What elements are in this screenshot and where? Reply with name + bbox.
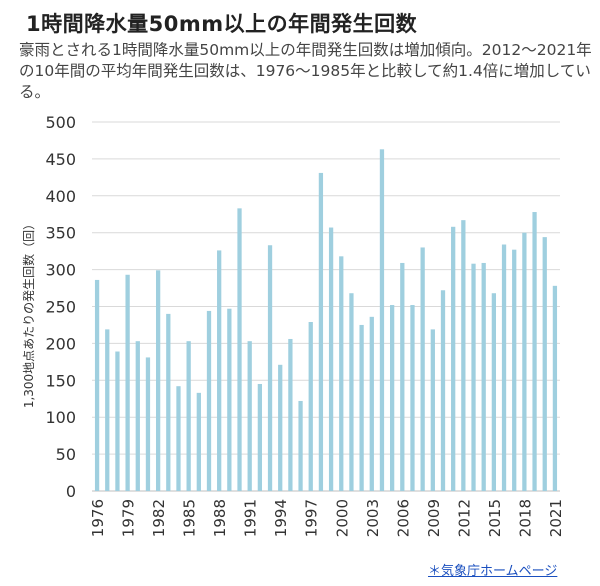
bar-1996 bbox=[298, 400, 303, 491]
bar-2003 bbox=[369, 316, 374, 491]
bar-2001 bbox=[349, 293, 354, 491]
y-tick-label: 0 bbox=[66, 482, 76, 501]
x-tick-label: 2003 bbox=[364, 499, 382, 537]
gridlines bbox=[92, 121, 560, 492]
bar-2009 bbox=[430, 329, 435, 491]
bar-1983 bbox=[166, 313, 171, 491]
y-tick-label: 200 bbox=[45, 334, 76, 353]
bar-2004 bbox=[379, 149, 385, 491]
bar-1998 bbox=[318, 172, 324, 491]
x-tick-label: 1997 bbox=[303, 499, 321, 537]
bar-2006 bbox=[400, 262, 405, 491]
y-tick-label: 100 bbox=[45, 408, 76, 427]
bar-2005 bbox=[389, 305, 395, 491]
bar-1991 bbox=[247, 341, 252, 491]
x-tick-label: 2012 bbox=[455, 499, 473, 537]
bar-2021 bbox=[552, 285, 558, 491]
bar-2017 bbox=[512, 249, 517, 491]
bar-1984 bbox=[176, 386, 181, 491]
bar-2002 bbox=[359, 324, 364, 491]
chart-description: 豪雨とされる1時間降水量50mm以上の年間発生回数は増加傾向。2012～2021… bbox=[19, 41, 592, 101]
bar-1989 bbox=[227, 308, 232, 491]
y-tick-label: 450 bbox=[45, 150, 76, 169]
bar-2019 bbox=[532, 212, 537, 491]
y-tick-label: 300 bbox=[45, 261, 76, 280]
bar-1976 bbox=[94, 279, 100, 491]
bar-2008 bbox=[420, 247, 425, 491]
bar-1977 bbox=[105, 329, 110, 491]
y-tick-label: 250 bbox=[45, 298, 76, 317]
x-tick-label: 2009 bbox=[425, 499, 443, 537]
x-tick-label: 2015 bbox=[486, 499, 504, 537]
x-tick-label: 2021 bbox=[547, 499, 565, 537]
bar-1981 bbox=[145, 357, 151, 491]
x-tick-label: 2018 bbox=[516, 499, 534, 537]
bar-1986 bbox=[196, 392, 201, 491]
bar-2011 bbox=[451, 226, 456, 491]
bar-1978 bbox=[115, 351, 120, 491]
bar-1982 bbox=[155, 270, 161, 491]
bar-1994 bbox=[278, 364, 283, 491]
source-link[interactable]: ＊気象庁ホームページ bbox=[428, 564, 558, 579]
bar-2015 bbox=[491, 293, 497, 491]
x-tick-label: 1985 bbox=[181, 499, 199, 537]
y-tick-label: 150 bbox=[45, 371, 76, 390]
x-tick-label: 1991 bbox=[242, 499, 260, 537]
bar-2012 bbox=[461, 220, 466, 492]
x-tick-label: 1988 bbox=[211, 499, 229, 537]
bar-2007 bbox=[410, 305, 415, 491]
bar-1995 bbox=[288, 338, 293, 491]
bar-2013 bbox=[471, 263, 476, 491]
bar-1988 bbox=[217, 250, 222, 491]
bar-1985 bbox=[186, 341, 191, 491]
bar-2000 bbox=[339, 256, 344, 491]
x-axis-ticks: 1976 1979 1982 1985 1988 1991 1994 1997 2000 2003… bbox=[89, 499, 565, 537]
bars bbox=[94, 149, 558, 492]
bar-1992 bbox=[257, 383, 263, 491]
bar-2018 bbox=[522, 232, 527, 491]
bar-2010 bbox=[440, 290, 446, 491]
chart-title: 1時間降水量50mm以上の年間発生回数 bbox=[26, 12, 418, 36]
bar-1997 bbox=[308, 321, 313, 491]
x-tick-label: 2000 bbox=[333, 499, 351, 537]
x-tick-label: 1976 bbox=[89, 499, 107, 537]
bar-2020 bbox=[542, 237, 547, 491]
bar-1980 bbox=[135, 341, 140, 491]
y-tick-label: 500 bbox=[45, 113, 76, 132]
bar-2016 bbox=[501, 244, 507, 491]
y-tick-label: 400 bbox=[45, 187, 76, 206]
bar-1990 bbox=[237, 208, 242, 491]
x-tick-label: 1982 bbox=[150, 499, 168, 537]
bar-1979 bbox=[125, 274, 130, 491]
y-axis-label: 1,300地点あたりの発生回数（回） bbox=[21, 218, 36, 408]
x-tick-label: 2006 bbox=[394, 499, 412, 537]
y-tick-label: 350 bbox=[45, 224, 76, 243]
bar-2014 bbox=[481, 262, 486, 491]
bar-1987 bbox=[206, 310, 212, 491]
y-tick-label: 50 bbox=[56, 445, 76, 464]
bar-1999 bbox=[328, 227, 334, 491]
y-axis-ticks: 0 50 100 150 200 250 300 350 400 450 500 bbox=[45, 113, 76, 501]
x-tick-label: 1994 bbox=[272, 499, 290, 537]
bar-1993 bbox=[267, 245, 273, 491]
x-tick-label: 1979 bbox=[120, 499, 138, 537]
